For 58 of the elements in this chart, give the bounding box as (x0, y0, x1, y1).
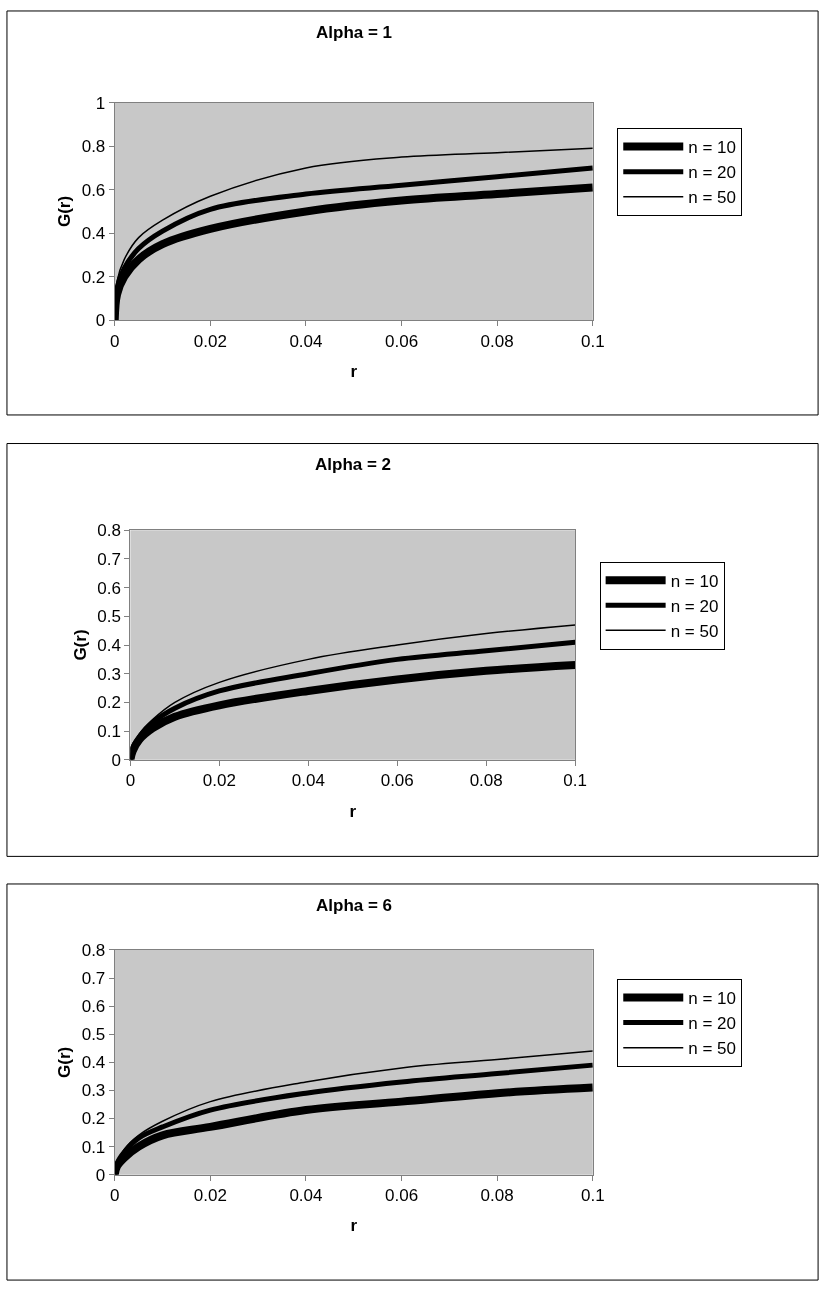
y-tick-label: 0.1 (81, 1137, 106, 1157)
y-axis-title: G(r) (55, 195, 75, 228)
y-tick-label: 0.6 (81, 180, 106, 200)
legend-label: n = 20 (688, 1014, 737, 1034)
legend-label: n = 10 (688, 989, 737, 1009)
x-tick-label: 0.02 (193, 1186, 227, 1206)
x-tick-label: 0.1 (580, 331, 605, 351)
y-tick-label: 0.6 (97, 578, 121, 598)
legend-label: n = 10 (688, 138, 737, 158)
legend-label: n = 50 (670, 622, 719, 641)
y-tick-label: 0.3 (81, 1081, 106, 1101)
y-tick-label: 0.5 (97, 607, 121, 627)
legend-label: n = 50 (688, 1039, 737, 1059)
x-tick-label: 0.04 (289, 1186, 323, 1206)
y-tick-label: 0.8 (81, 940, 106, 960)
chart-title: Alpha = 6 (316, 896, 393, 915)
x-tick-label: 0.06 (380, 771, 414, 791)
y-tick-label: 1 (95, 93, 106, 113)
y-tick-label: 0 (95, 311, 106, 331)
y-tick-label: 0.8 (81, 137, 106, 157)
y-tick-label: 0.4 (81, 1053, 106, 1073)
x-tick-label: 0.08 (469, 771, 503, 791)
x-tick-label: 0.08 (480, 331, 514, 351)
y-tick-label: 0.2 (81, 1109, 106, 1129)
x-tick-label: 0.1 (563, 771, 587, 791)
legend-label: n = 50 (688, 188, 737, 208)
x-tick-label: 0.06 (385, 331, 419, 351)
x-axis-title: r (350, 1216, 358, 1236)
x-tick-label: 0.1 (580, 1186, 605, 1206)
x-tick-label: 0 (125, 771, 136, 791)
x-axis-title: r (350, 362, 358, 382)
y-tick-label: 0 (111, 750, 121, 770)
legend-label: n = 20 (688, 163, 737, 183)
x-tick-label: 0.04 (289, 331, 323, 351)
y-tick-label: 0.4 (81, 224, 106, 244)
x-tick-label: 0.08 (480, 1186, 514, 1206)
y-axis-title: G(r) (55, 1046, 75, 1078)
y-tick-label: 0.1 (97, 722, 121, 742)
y-tick-label: 0.2 (97, 693, 121, 713)
chart-title: Alpha = 2 (315, 455, 392, 474)
x-tick-label: 0.04 (291, 771, 325, 791)
y-tick-label: 0.5 (81, 1025, 106, 1045)
y-tick-label: 0.4 (97, 635, 121, 655)
y-tick-label: 0.6 (81, 997, 106, 1017)
y-tick-label: 0.7 (97, 549, 121, 569)
y-tick-label: 0.2 (81, 267, 106, 287)
y-tick-label: 0.7 (81, 969, 106, 989)
legend-label: n = 20 (670, 596, 719, 616)
chart-title: Alpha = 1 (316, 23, 393, 42)
y-tick-label: 0.3 (97, 664, 121, 684)
y-axis-title: G(r) (70, 629, 90, 661)
y-tick-label: 0 (95, 1165, 106, 1185)
x-tick-label: 0.02 (202, 771, 236, 791)
legend-label: n = 10 (670, 571, 719, 591)
x-axis-title: r (349, 801, 357, 821)
y-tick-label: 0.8 (97, 521, 121, 541)
x-tick-label: 0.06 (385, 1186, 419, 1206)
x-tick-label: 0.02 (193, 331, 227, 351)
